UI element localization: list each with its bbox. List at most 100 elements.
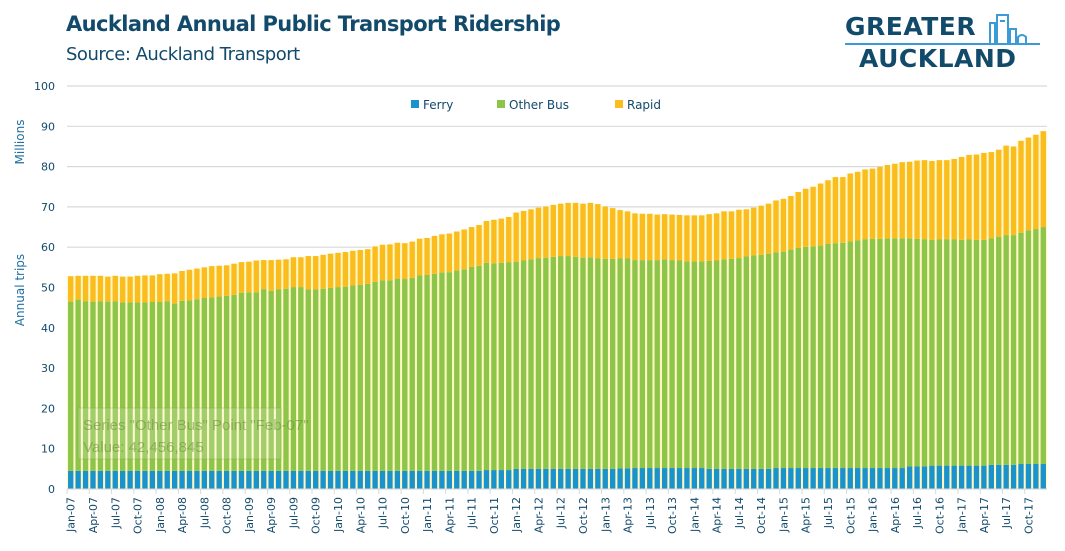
bar-rapid[interactable] xyxy=(803,188,809,247)
bar-rapid[interactable] xyxy=(810,186,816,247)
bar-other-bus[interactable] xyxy=(246,292,252,471)
bar-rapid[interactable] xyxy=(543,206,549,258)
bar-rapid[interactable] xyxy=(610,208,616,259)
bar-ferry[interactable] xyxy=(773,468,779,489)
bar-other-bus[interactable] xyxy=(572,256,579,469)
bar-rapid[interactable] xyxy=(216,265,222,297)
bar-rapid[interactable] xyxy=(981,152,987,240)
bar-other-bus[interactable] xyxy=(758,254,764,469)
bar-other-bus[interactable] xyxy=(684,261,690,469)
bar-ferry[interactable] xyxy=(914,466,920,489)
bar-other-bus[interactable] xyxy=(892,238,898,469)
bar-rapid[interactable] xyxy=(765,203,772,254)
bar-ferry[interactable] xyxy=(194,470,200,489)
bar-rapid[interactable] xyxy=(520,210,527,261)
bar-ferry[interactable] xyxy=(498,470,504,489)
bar-other-bus[interactable] xyxy=(179,300,185,471)
bar-ferry[interactable] xyxy=(1003,464,1009,489)
bar-ferry[interactable] xyxy=(832,468,839,489)
bar-rapid[interactable] xyxy=(179,270,185,301)
bar-other-bus[interactable] xyxy=(565,256,571,469)
bar-ferry[interactable] xyxy=(840,468,846,489)
bar-other-bus[interactable] xyxy=(446,272,453,471)
bar-ferry[interactable] xyxy=(721,468,727,489)
bar-rapid[interactable] xyxy=(120,276,126,303)
bar-other-bus[interactable] xyxy=(142,302,148,471)
bar-ferry[interactable] xyxy=(617,468,623,489)
bar-other-bus[interactable] xyxy=(298,287,304,471)
bar-ferry[interactable] xyxy=(454,470,460,489)
bar-ferry[interactable] xyxy=(387,470,393,489)
bar-other-bus[interactable] xyxy=(558,256,564,469)
bar-ferry[interactable] xyxy=(268,470,274,489)
bar-other-bus[interactable] xyxy=(855,240,861,469)
bar-other-bus[interactable] xyxy=(216,296,222,471)
bar-rapid[interactable] xyxy=(892,163,898,239)
bar-ferry[interactable] xyxy=(186,470,193,489)
bar-other-bus[interactable] xyxy=(914,238,920,467)
bar-other-bus[interactable] xyxy=(97,301,104,471)
bar-rapid[interactable] xyxy=(565,202,571,257)
bar-ferry[interactable] xyxy=(966,465,972,489)
bar-rapid[interactable] xyxy=(847,173,853,242)
bar-rapid[interactable] xyxy=(275,259,282,290)
bar-rapid[interactable] xyxy=(75,275,81,300)
bar-other-bus[interactable] xyxy=(268,290,274,471)
bar-rapid[interactable] xyxy=(929,160,935,240)
bar-other-bus[interactable] xyxy=(654,260,660,469)
bar-other-bus[interactable] xyxy=(751,255,757,469)
bar-rapid[interactable] xyxy=(1033,134,1039,230)
bar-ferry[interactable] xyxy=(90,470,96,489)
bar-ferry[interactable] xyxy=(558,468,564,489)
bar-rapid[interactable] xyxy=(728,211,735,259)
bar-ferry[interactable] xyxy=(201,470,208,489)
bar-other-bus[interactable] xyxy=(283,288,289,471)
bar-rapid[interactable] xyxy=(966,154,972,240)
bar-rapid[interactable] xyxy=(855,171,861,241)
bar-rapid[interactable] xyxy=(751,207,757,256)
bar-other-bus[interactable] xyxy=(1018,232,1024,465)
bar-ferry[interactable] xyxy=(669,468,675,489)
bar-ferry[interactable] xyxy=(394,470,401,489)
bar-rapid[interactable] xyxy=(379,244,386,281)
bar-rapid[interactable] xyxy=(951,158,957,240)
bar-rapid[interactable] xyxy=(394,242,401,279)
bar-ferry[interactable] xyxy=(736,468,742,489)
bar-rapid[interactable] xyxy=(342,252,349,287)
bar-rapid[interactable] xyxy=(602,206,608,259)
bar-rapid[interactable] xyxy=(261,260,267,290)
bar-rapid[interactable] xyxy=(468,227,475,267)
bar-ferry[interactable] xyxy=(209,470,215,489)
bar-other-bus[interactable] xyxy=(1040,227,1046,465)
bar-ferry[interactable] xyxy=(713,468,720,489)
bar-rapid[interactable] xyxy=(691,215,698,262)
bar-ferry[interactable] xyxy=(446,470,453,489)
bar-rapid[interactable] xyxy=(788,196,794,250)
bar-other-bus[interactable] xyxy=(639,260,646,469)
bar-ferry[interactable] xyxy=(372,470,378,489)
bar-other-bus[interactable] xyxy=(439,272,445,471)
bar-rapid[interactable] xyxy=(832,177,839,244)
bar-rapid[interactable] xyxy=(298,257,304,288)
bar-rapid[interactable] xyxy=(758,205,764,255)
bar-rapid[interactable] xyxy=(572,202,579,257)
bar-rapid[interactable] xyxy=(661,214,668,260)
bar-rapid[interactable] xyxy=(476,225,482,266)
bar-ferry[interactable] xyxy=(543,468,549,489)
bar-other-bus[interactable] xyxy=(713,260,720,469)
bar-other-bus[interactable] xyxy=(127,302,133,471)
bar-rapid[interactable] xyxy=(921,160,928,240)
bar-ferry[interactable] xyxy=(632,468,638,489)
bar-ferry[interactable] xyxy=(142,470,148,489)
bar-ferry[interactable] xyxy=(921,466,928,489)
bar-ferry[interactable] xyxy=(513,468,519,489)
bar-other-bus[interactable] xyxy=(231,294,237,471)
bar-other-bus[interactable] xyxy=(929,239,935,466)
bar-ferry[interactable] xyxy=(728,468,735,489)
bar-rapid[interactable] xyxy=(713,213,720,261)
bar-other-bus[interactable] xyxy=(379,280,386,471)
bar-ferry[interactable] xyxy=(788,468,794,489)
bar-rapid[interactable] xyxy=(97,275,104,302)
bar-rapid[interactable] xyxy=(506,216,512,263)
bar-ferry[interactable] xyxy=(283,470,289,489)
